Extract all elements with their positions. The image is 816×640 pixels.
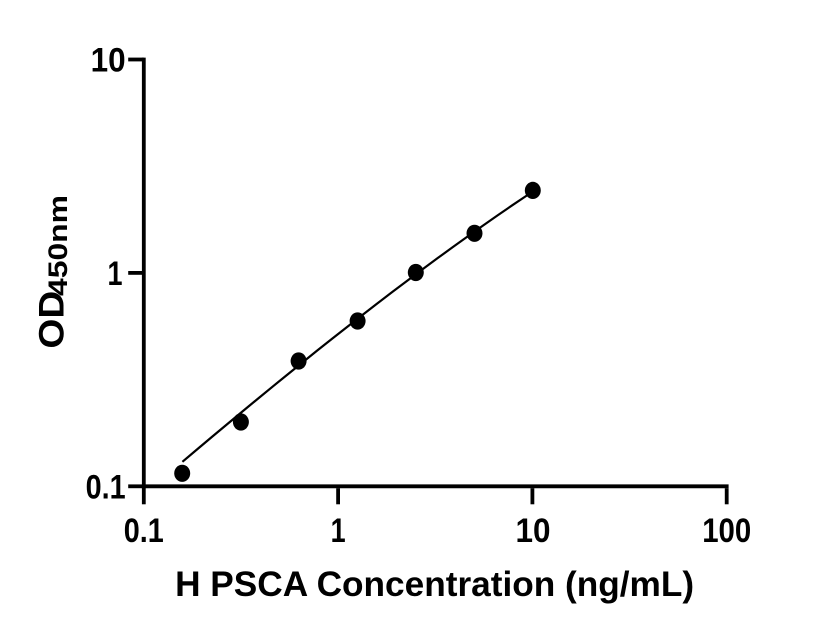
- svg-text:450nm: 450nm: [43, 195, 73, 296]
- svg-text:10: 10: [91, 42, 126, 80]
- svg-text:1: 1: [331, 512, 346, 550]
- svg-text:H PSCA Concentration (ng/mL): H PSCA Concentration (ng/mL): [175, 564, 694, 604]
- svg-text:10: 10: [516, 512, 551, 550]
- svg-text:0.1: 0.1: [86, 469, 126, 507]
- svg-text:100: 100: [702, 512, 751, 550]
- svg-text:0.1: 0.1: [124, 512, 164, 550]
- svg-text:OD: OD: [32, 291, 71, 349]
- svg-text:1: 1: [108, 255, 123, 293]
